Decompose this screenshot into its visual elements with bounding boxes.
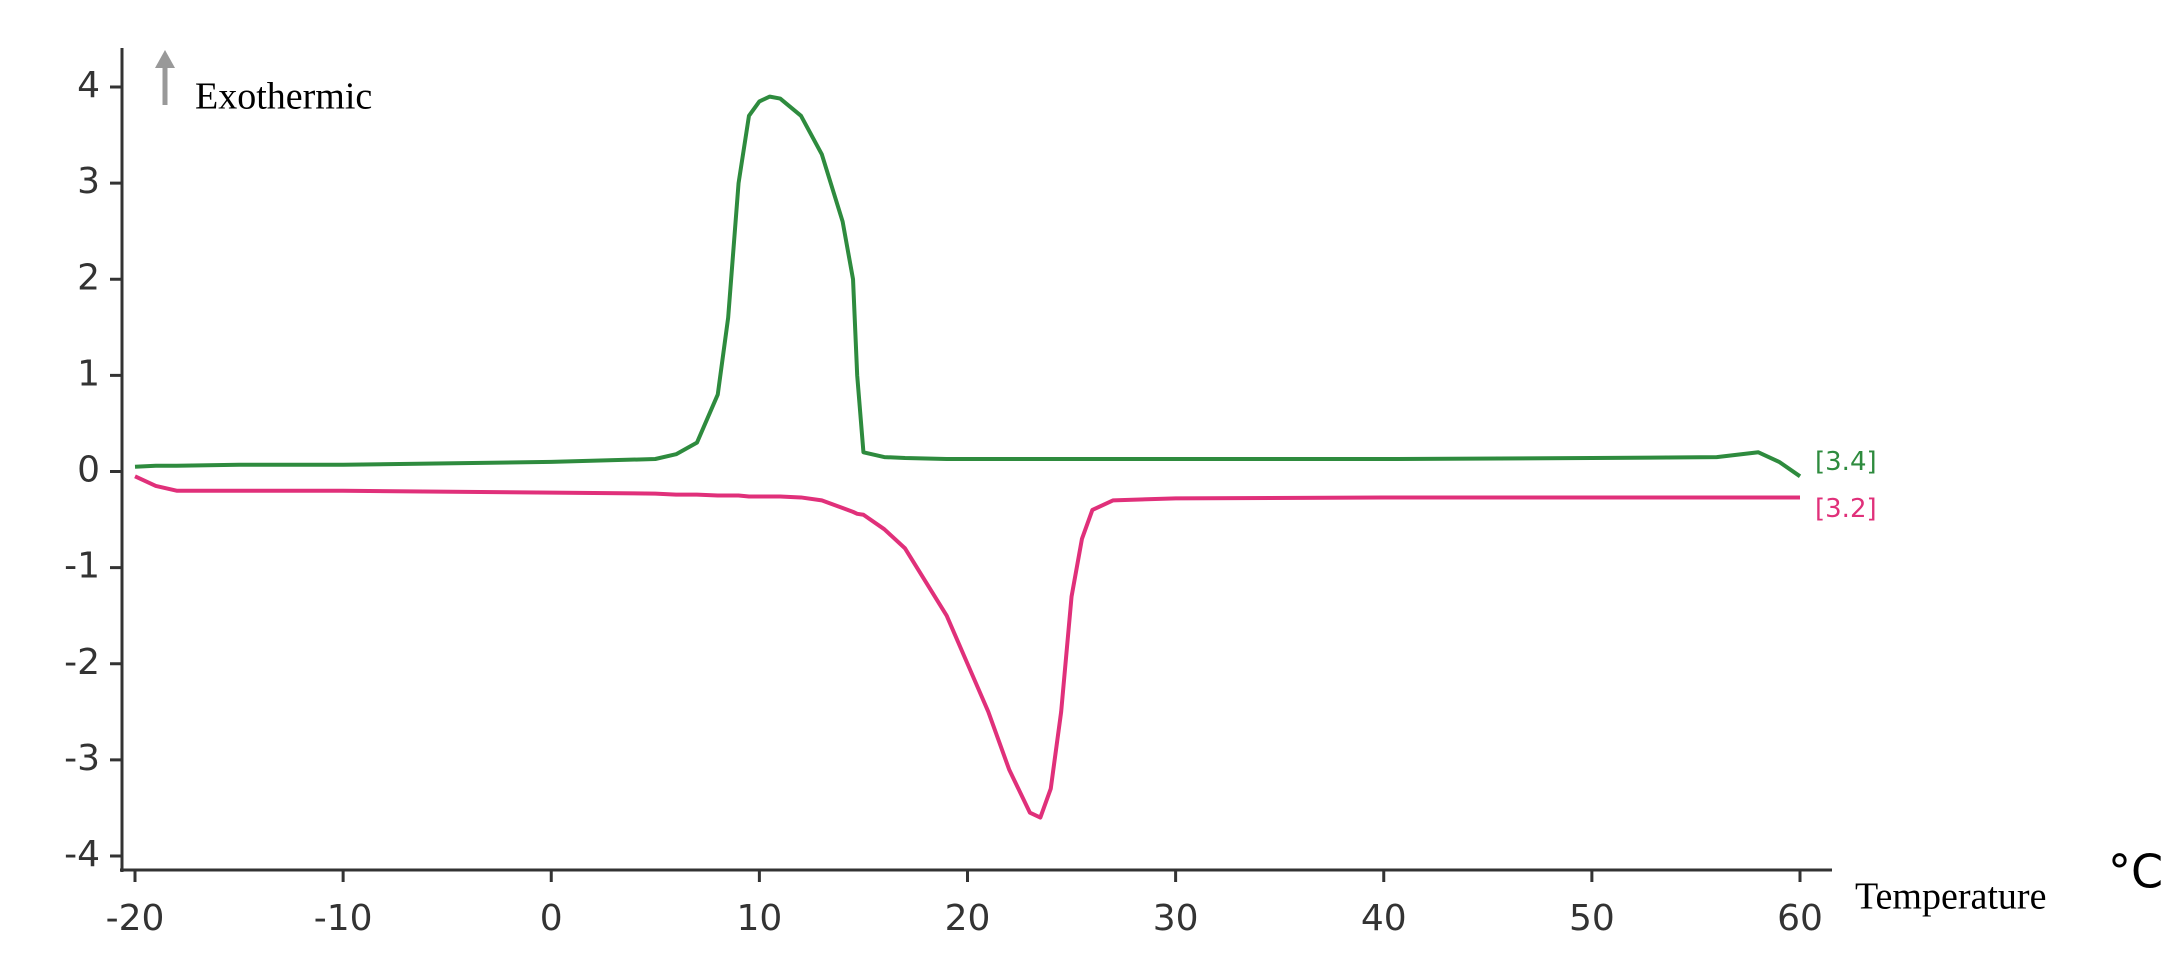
y-tick-label: 2 (77, 257, 100, 298)
series-label: [3.4] (1815, 447, 1877, 477)
x-tick-label: 50 (1569, 898, 1615, 939)
y-arrow-head (155, 50, 175, 68)
x-tick-label: 40 (1361, 898, 1407, 939)
y-tick-label: 3 (77, 161, 100, 202)
series-line (134, 474, 1800, 820)
x-tick-label: -20 (106, 898, 165, 939)
y-tick-label: 4 (77, 65, 100, 106)
y-tick-label: 0 (77, 450, 100, 491)
x-tick-label: -10 (314, 898, 373, 939)
series-label: [3.2] (1815, 494, 1877, 524)
y-tick-label: 1 (77, 353, 100, 394)
x-tick-label: 0 (540, 898, 563, 939)
y-tick-label: -4 (64, 834, 100, 875)
x-tick-label: 30 (1153, 898, 1199, 939)
y-tick-label: -3 (64, 738, 100, 779)
y-tick-label: -1 (64, 546, 100, 587)
y-axis-title: Exothermic (195, 76, 372, 118)
x-axis-title: Temperature (1855, 876, 2046, 918)
x-tick-label: 10 (736, 898, 782, 939)
series-line (134, 94, 1802, 478)
x-axis-unit: °C (2108, 845, 2163, 899)
y-tick-label: -2 (64, 642, 100, 683)
x-tick-label: 60 (1777, 898, 1823, 939)
x-tick-label: 20 (945, 898, 991, 939)
